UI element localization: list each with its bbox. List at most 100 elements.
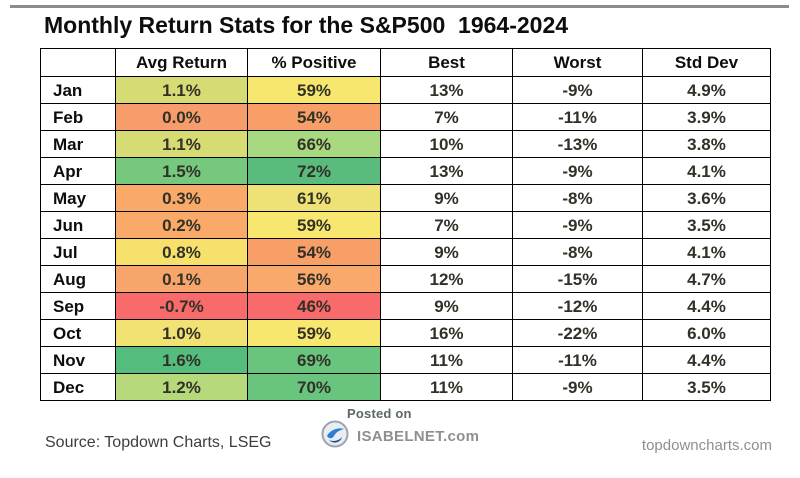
cell-avg-return: 0.2%	[115, 211, 248, 239]
cell-avg-return: 1.1%	[115, 76, 248, 104]
row-month-label: Mar	[40, 130, 116, 158]
cell-pct-positive: 59%	[247, 211, 381, 239]
cell-best: 12%	[380, 265, 513, 293]
cell-worst: -9%	[512, 157, 643, 185]
cell-pct-positive: 59%	[247, 76, 381, 104]
col-header-std-dev: Std Dev	[642, 48, 771, 77]
table-row: Feb 0.0% 54% 7% -11% 3.9%	[40, 103, 771, 131]
top-divider-rule	[10, 5, 789, 8]
cell-std-dev: 3.5%	[642, 211, 771, 239]
table-row: Oct 1.0% 59% 16% -22% 6.0%	[40, 319, 771, 347]
cell-best: 9%	[380, 238, 513, 266]
cell-std-dev: 4.4%	[642, 346, 771, 374]
cell-worst: -9%	[512, 211, 643, 239]
row-month-label: Aug	[40, 265, 116, 293]
cell-best: 11%	[380, 346, 513, 374]
cell-avg-return: 0.8%	[115, 238, 248, 266]
cell-worst: -15%	[512, 265, 643, 293]
row-month-label: Nov	[40, 346, 116, 374]
cell-avg-return: -0.7%	[115, 292, 248, 320]
table-row: Nov 1.6% 69% 11% -11% 4.4%	[40, 346, 771, 374]
cell-best: 7%	[380, 211, 513, 239]
cell-avg-return: 1.0%	[115, 319, 248, 347]
cell-pct-positive: 72%	[247, 157, 381, 185]
table-row: Sep -0.7% 46% 9% -12% 4.4%	[40, 292, 771, 320]
cell-avg-return: 1.5%	[115, 157, 248, 185]
cell-pct-positive: 61%	[247, 184, 381, 212]
cell-avg-return: 1.2%	[115, 373, 248, 401]
cell-avg-return: 0.1%	[115, 265, 248, 293]
row-month-label: Jul	[40, 238, 116, 266]
table-row: Apr 1.5% 72% 13% -9% 4.1%	[40, 157, 771, 185]
table-row: Jul 0.8% 54% 9% -8% 4.1%	[40, 238, 771, 266]
cell-worst: -8%	[512, 184, 643, 212]
source-label: Source: Topdown Charts, LSEG	[45, 434, 272, 451]
cell-worst: -11%	[512, 346, 643, 374]
topdowncharts-site-text: topdowncharts.com	[641, 437, 772, 454]
cell-best: 11%	[380, 373, 513, 401]
table-row: Dec 1.2% 70% 11% -9% 3.5%	[40, 373, 771, 401]
cell-pct-positive: 59%	[247, 319, 381, 347]
cell-best: 7%	[380, 103, 513, 131]
header-row: Avg Return % Positive Best Worst Std Dev	[40, 48, 771, 77]
cell-pct-positive: 46%	[247, 292, 381, 320]
cell-pct-positive: 56%	[247, 265, 381, 293]
row-month-label: Oct	[40, 319, 116, 347]
table-row: Jun 0.2% 59% 7% -9% 3.5%	[40, 211, 771, 239]
row-month-label: Feb	[40, 103, 116, 131]
row-month-label: May	[40, 184, 116, 212]
cell-pct-positive: 69%	[247, 346, 381, 374]
row-month-label: Jan	[40, 76, 116, 104]
table-row: May 0.3% 61% 9% -8% 3.6%	[40, 184, 771, 212]
cell-std-dev: 3.5%	[642, 373, 771, 401]
cell-avg-return: 0.3%	[115, 184, 248, 212]
cell-best: 16%	[380, 319, 513, 347]
cell-worst: -13%	[512, 130, 643, 158]
cell-best: 10%	[380, 130, 513, 158]
cell-worst: -12%	[512, 292, 643, 320]
cell-pct-positive: 54%	[247, 103, 381, 131]
row-month-label: Sep	[40, 292, 116, 320]
cell-best: 9%	[380, 184, 513, 212]
cell-std-dev: 3.6%	[642, 184, 771, 212]
cell-best: 9%	[380, 292, 513, 320]
cell-pct-positive: 66%	[247, 130, 381, 158]
row-month-label: Dec	[40, 373, 116, 401]
monthly-stats-table: Avg Return % Positive Best Worst Std Dev…	[40, 48, 771, 401]
cell-avg-return: 1.1%	[115, 130, 248, 158]
cell-std-dev: 3.8%	[642, 130, 771, 158]
cell-pct-positive: 54%	[247, 238, 381, 266]
watermark-site-text: ISABELNET.com	[357, 428, 480, 445]
cell-worst: -9%	[512, 373, 643, 401]
cell-std-dev: 6.0%	[642, 319, 771, 347]
cell-std-dev: 4.1%	[642, 157, 771, 185]
cell-best: 13%	[380, 76, 513, 104]
row-month-label: Jun	[40, 211, 116, 239]
cell-worst: -11%	[512, 103, 643, 131]
col-header-pct-positive: % Positive	[247, 48, 381, 77]
isabelnet-logo-icon	[321, 420, 349, 448]
cell-worst: -9%	[512, 76, 643, 104]
cell-std-dev: 4.9%	[642, 76, 771, 104]
col-header-avg-return: Avg Return	[115, 48, 248, 77]
cell-std-dev: 4.4%	[642, 292, 771, 320]
cell-avg-return: 0.0%	[115, 103, 248, 131]
table-row: Jan 1.1% 59% 13% -9% 4.9%	[40, 76, 771, 104]
cell-std-dev: 4.7%	[642, 265, 771, 293]
cell-pct-positive: 70%	[247, 373, 381, 401]
cell-std-dev: 4.1%	[642, 238, 771, 266]
cell-worst: -22%	[512, 319, 643, 347]
row-month-label: Apr	[40, 157, 116, 185]
page-title: Monthly Return Stats for the S&P500 1964…	[44, 12, 569, 38]
col-header-best: Best	[380, 48, 513, 77]
table-row: Mar 1.1% 66% 10% -13% 3.8%	[40, 130, 771, 158]
cell-best: 13%	[380, 157, 513, 185]
table-row: Aug 0.1% 56% 12% -15% 4.7%	[40, 265, 771, 293]
cell-std-dev: 3.9%	[642, 103, 771, 131]
cell-worst: -8%	[512, 238, 643, 266]
cell-avg-return: 1.6%	[115, 346, 248, 374]
watermark-posted-on-text: Posted on	[347, 406, 412, 421]
col-header-month	[40, 48, 116, 77]
col-header-worst: Worst	[512, 48, 643, 77]
